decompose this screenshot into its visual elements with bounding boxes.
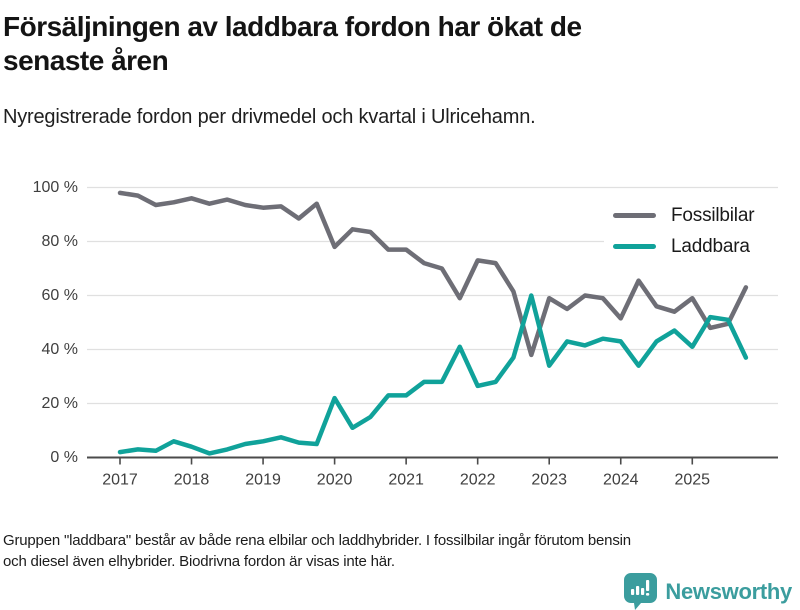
x-tick-label: 2020 [317, 472, 353, 489]
legend-item-laddbara: Laddbara [604, 235, 794, 259]
legend-swatch [613, 213, 656, 218]
x-tick-label: 2018 [174, 472, 210, 489]
x-tick-label: 2022 [460, 472, 496, 489]
newsworthy-wordmark: Newsworthy [665, 578, 792, 604]
y-tick-label: 100 % [33, 179, 78, 196]
newsworthy-brand: Newsworthy [624, 573, 792, 610]
x-tick-label: 2023 [531, 472, 567, 489]
newsworthy-logo-icon [624, 573, 658, 610]
y-tick-label: 0 % [50, 449, 78, 466]
line-chart: 100 % 80 % 60 % 40 % 20 % 0 % 2017 2018 2019 202… [0, 170, 800, 495]
series-lines [117, 190, 749, 456]
page-title: Försäljningen av laddbara fordon har öka… [3, 11, 582, 76]
y-tick-label: 20 % [42, 395, 78, 412]
chart-subtitle: Nyregistrerade fordon per drivmedel och … [3, 106, 536, 128]
y-tick-label: 60 % [42, 287, 78, 304]
y-tick-label: 40 % [42, 341, 78, 358]
legend-swatch [613, 244, 656, 249]
y-tick-label: 80 % [42, 233, 78, 250]
series-line-fossilbilar [117, 190, 749, 358]
chart-footnote: Gruppen "laddbara" består av både rena e… [3, 532, 631, 570]
x-tick-label: 2021 [388, 472, 424, 489]
chart-legend: Fossilbilar Laddbara [604, 200, 794, 262]
x-tick-label: 2025 [674, 472, 710, 489]
x-tick-label: 2017 [102, 472, 138, 489]
chart-svg: 100 % 80 % 60 % 40 % 20 % 0 % 2017 2018 2019 202… [33, 179, 778, 489]
y-axis-labels: 100 % 80 % 60 % 40 % 20 % 0 % [33, 179, 78, 466]
legend-label: Laddbara [671, 235, 750, 257]
series-line-laddbara [117, 293, 749, 456]
legend-label: Fossilbilar [671, 204, 755, 226]
x-tick-label: 2019 [245, 472, 281, 489]
x-axis: 2017 2018 2019 2020 2021 2022 2023 2024 2025 [87, 456, 778, 489]
x-tick-label: 2024 [603, 472, 639, 489]
legend-item-fossilbilar: Fossilbilar [604, 204, 794, 228]
